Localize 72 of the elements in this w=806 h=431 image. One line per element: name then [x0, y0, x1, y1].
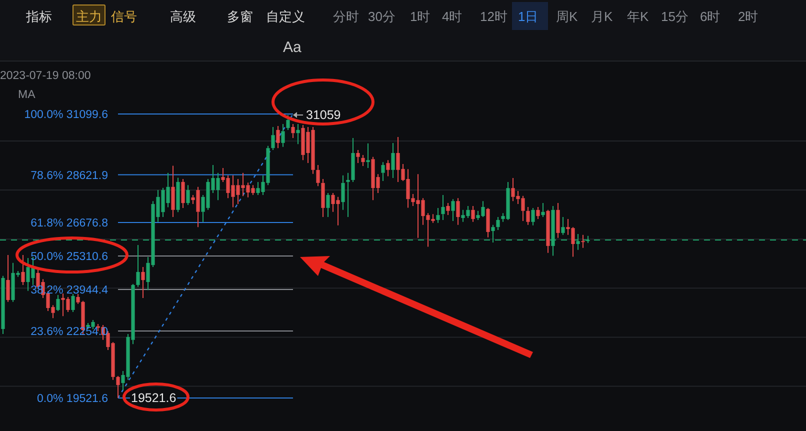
text: 4时: [442, 9, 462, 24]
annotation: 31059: [306, 108, 341, 122]
candlestick: [296, 124, 300, 145]
candlestick: [356, 150, 360, 164]
text: 自定义: [266, 9, 305, 24]
candlestick: [386, 160, 390, 177]
candlestick: [561, 216, 565, 236]
text: 15分: [661, 9, 688, 24]
candlestick: [281, 124, 285, 148]
text: 高级: [170, 9, 196, 24]
candlestick: [116, 375, 120, 398]
candlestick: [21, 254, 25, 286]
text: 年K: [627, 9, 649, 24]
candlestick: [441, 194, 445, 220]
text: MA: [18, 89, 36, 101]
candlestick: [391, 142, 395, 179]
candlestick: [141, 266, 145, 298]
candlestick: [446, 202, 450, 216]
candlestick: [546, 209, 550, 254]
text: 12时: [480, 9, 508, 24]
text: 1日: [518, 9, 538, 24]
candlestick: [541, 202, 545, 218]
text: 多窗: [227, 9, 253, 24]
candlestick: [181, 178, 185, 208]
ref-line-label: 78.6% 28621.9: [30, 170, 108, 182]
text: 2023-07-19 08:00: [0, 70, 91, 82]
text: 分时: [333, 9, 359, 24]
candlestick: [366, 142, 370, 168]
text: 1时: [410, 9, 430, 24]
candlestick: [71, 294, 75, 312]
candlestick: [381, 162, 385, 182]
candlestick: [536, 206, 540, 220]
ref-line-label: 50.0% 25310.6: [30, 251, 108, 263]
candlestick: [171, 165, 175, 218]
text: 2时: [738, 9, 758, 24]
candlestick: [6, 254, 10, 302]
candlestick: [1, 275, 5, 335]
candlestick: [341, 174, 345, 210]
text: 主力: [76, 9, 102, 24]
ref-line-label: 61.8% 26676.8: [30, 217, 108, 230]
candlestick: [136, 244, 140, 288]
annotation: 19521.6: [131, 391, 176, 405]
candlestick: [326, 192, 330, 218]
candlestick: [291, 124, 295, 139]
candlestick: [471, 205, 475, 222]
candlestick: [186, 184, 190, 206]
candlestick: [496, 216, 500, 231]
candlestick: [556, 202, 560, 238]
candlestick: [486, 207, 490, 238]
candlestick: [581, 234, 585, 248]
ref-line-label: 0.0% 19521.6: [37, 393, 108, 405]
text: 6时: [700, 9, 720, 24]
candlestick: [316, 164, 320, 187]
text: 指标: [25, 9, 52, 24]
candlestick: [346, 172, 350, 218]
candlestick: [451, 198, 455, 222]
text: 月K: [591, 9, 613, 24]
candlestick: [276, 126, 280, 149]
candlestick: [271, 126, 275, 151]
text: 信号: [111, 9, 137, 24]
text: 30分: [368, 9, 396, 24]
candlestick: [351, 138, 355, 182]
candlestick: [361, 154, 365, 166]
text: 周K: [556, 9, 578, 24]
candlestick: [456, 198, 460, 226]
candlestick: [526, 206, 530, 226]
text: Aa: [283, 39, 302, 56]
candlestick: [56, 294, 60, 312]
candlestick: [321, 178, 325, 218]
candlestick: [436, 207, 440, 224]
candlestick: [531, 207, 535, 226]
ref-line-label: 100.0% 31099.6: [24, 109, 108, 122]
